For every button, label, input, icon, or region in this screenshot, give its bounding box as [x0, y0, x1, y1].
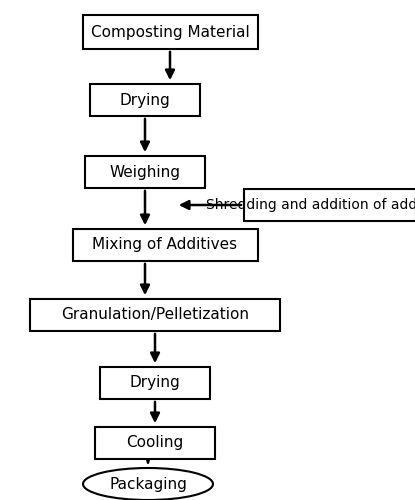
FancyBboxPatch shape — [95, 427, 215, 459]
FancyBboxPatch shape — [100, 367, 210, 399]
FancyBboxPatch shape — [85, 156, 205, 188]
Text: Drying: Drying — [120, 92, 171, 108]
FancyBboxPatch shape — [83, 15, 257, 49]
Text: Weighing: Weighing — [110, 164, 181, 180]
Ellipse shape — [83, 468, 213, 500]
Text: Mixing of Additives: Mixing of Additives — [93, 238, 237, 252]
Text: Granulation/Pelletization: Granulation/Pelletization — [61, 308, 249, 322]
FancyBboxPatch shape — [30, 299, 280, 331]
Text: Drying: Drying — [129, 376, 181, 390]
FancyBboxPatch shape — [244, 189, 415, 221]
Text: Cooling: Cooling — [127, 436, 183, 450]
Text: Packaging: Packaging — [109, 476, 187, 492]
Text: Shredding and addition of additives: Shredding and addition of additives — [206, 198, 415, 212]
FancyBboxPatch shape — [90, 84, 200, 116]
FancyBboxPatch shape — [73, 229, 257, 261]
Text: Composting Material: Composting Material — [90, 24, 249, 40]
